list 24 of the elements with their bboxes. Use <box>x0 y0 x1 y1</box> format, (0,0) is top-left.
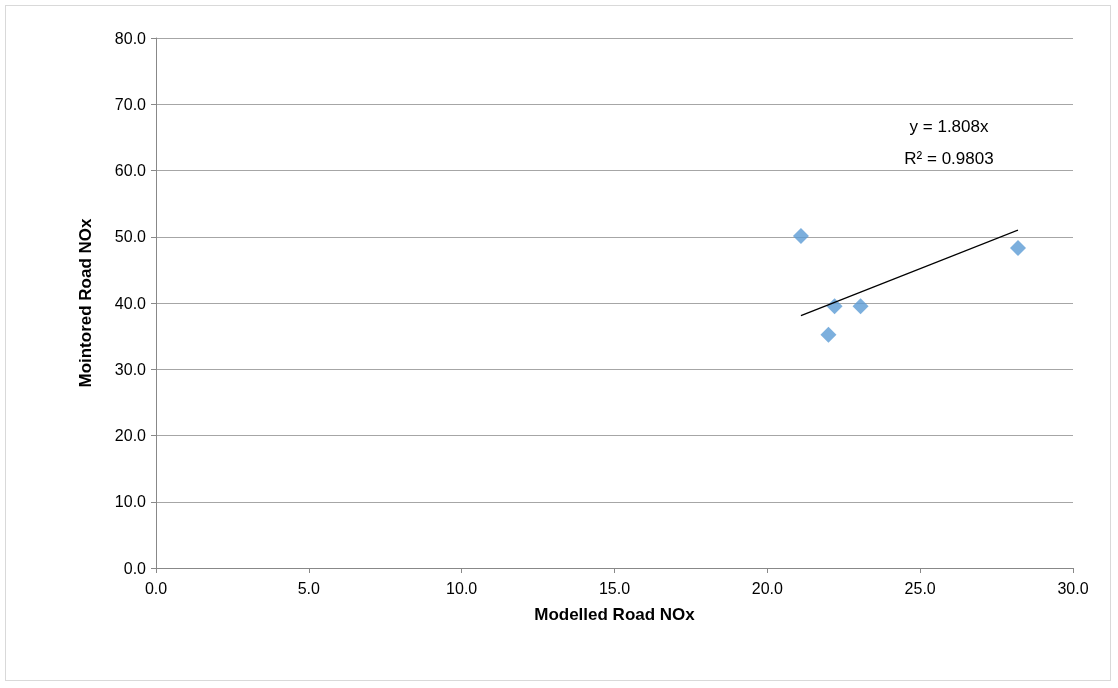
y-tick-label: 80.0 <box>114 29 147 47</box>
annotation: R² = 0.9803 <box>904 149 994 168</box>
x-axis-title: Modelled Road NOx <box>534 605 696 624</box>
x-tick-label: 5.0 <box>297 579 321 597</box>
x-tick-label: 20.0 <box>751 579 784 597</box>
point <box>852 298 869 315</box>
annotation: y = 1.808x <box>909 117 989 136</box>
x-tick-label: 0.0 <box>144 579 168 597</box>
point <box>792 228 809 245</box>
y-axis-title: Mointored Road NOx <box>76 217 95 388</box>
x-tick-label: 30.0 <box>1057 579 1089 597</box>
y-tick-label: 60.0 <box>114 162 147 179</box>
x-tick-label: 15.0 <box>598 579 631 597</box>
x-tick-label: 10.0 <box>446 579 478 597</box>
y-tick-label: 10.0 <box>114 493 147 511</box>
point <box>1009 240 1026 257</box>
x-tick-label: 25.0 <box>904 579 936 597</box>
y-tick-label: 0.0 <box>123 559 147 577</box>
y-tick-label: 70.0 <box>114 95 147 113</box>
y-tick-label: 30.0 <box>114 360 147 378</box>
y-tick-label: 40.0 <box>114 294 147 312</box>
point <box>820 326 837 343</box>
y-tick-label: 50.0 <box>114 228 147 246</box>
y-tick-label: 20.0 <box>114 427 147 444</box>
